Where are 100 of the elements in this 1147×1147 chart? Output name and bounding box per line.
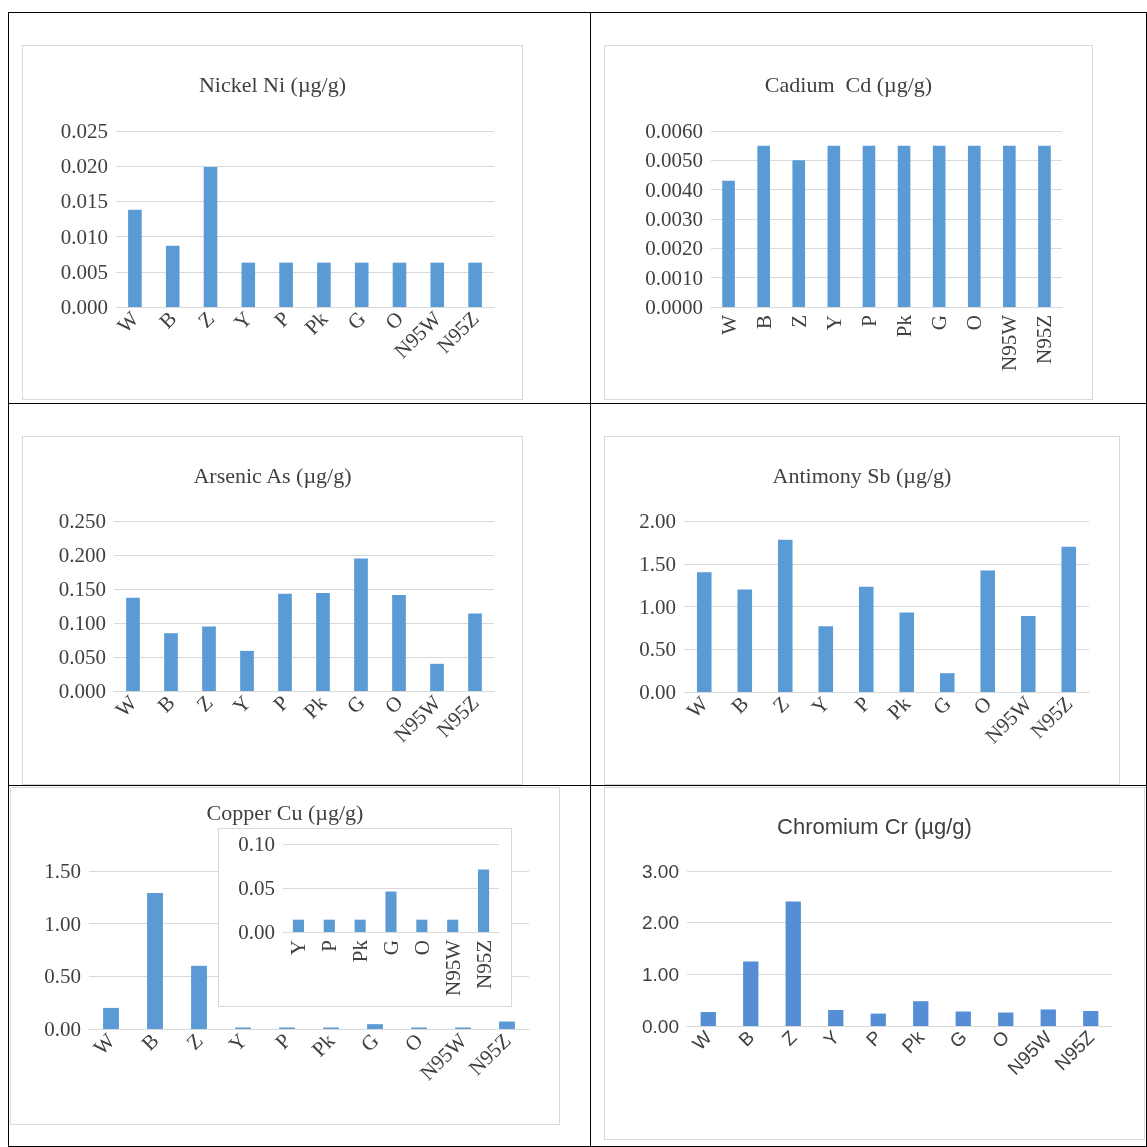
bar (777, 539, 793, 692)
bar (147, 893, 163, 1029)
y-tick-label: 0.0030 (645, 207, 703, 231)
x-tick-label: Z (191, 690, 218, 717)
bar (241, 262, 256, 307)
bar (202, 626, 216, 691)
bar (1038, 145, 1051, 307)
x-tick-label: W (716, 314, 741, 335)
bar (899, 612, 915, 692)
x-tick-label: G (341, 690, 370, 719)
y-tick-label: 1.50 (44, 859, 81, 883)
y-tick-label: 0.0050 (645, 148, 703, 173)
bar (430, 663, 444, 691)
x-tick-label: N95Z (1032, 315, 1057, 364)
y-tick-label: 0.0000 (645, 295, 703, 319)
x-tick-label: Pk (306, 1028, 340, 1062)
bar (955, 1011, 971, 1026)
bar (128, 209, 142, 307)
x-tick-label: Y (806, 691, 835, 720)
x-tick-label: Pk (298, 690, 332, 724)
x-tick-label: P (849, 691, 875, 717)
bar (279, 262, 293, 307)
bar (858, 586, 874, 692)
x-tick-label: Pk (892, 314, 917, 338)
x-tick-label: P (268, 690, 294, 716)
y-tick-label: 0.050 (58, 645, 106, 669)
y-tick-label: 0.010 (60, 224, 108, 249)
y-tick-label: 0.0060 (645, 119, 703, 143)
bar (468, 613, 482, 691)
x-tick-label: B (136, 1028, 164, 1056)
bar (164, 633, 178, 691)
bar (696, 572, 712, 692)
x-tick-label: Pk (897, 1026, 929, 1058)
bar (499, 1021, 515, 1029)
chart-title: Copper Cu (µg/g) (206, 799, 364, 825)
y-tick-label: 0.000 (58, 679, 106, 703)
bar (1040, 1009, 1056, 1026)
x-tick-label: Pk (299, 306, 333, 340)
x-tick-label: W (110, 690, 142, 722)
bar (240, 650, 254, 691)
y-tick-label: 1.00 (642, 963, 679, 985)
y-tick-label: 3.00 (642, 860, 679, 882)
x-tick-label: W (88, 1028, 120, 1060)
y-tick-label: 0.50 (639, 637, 676, 662)
x-tick-label: Pk (348, 939, 373, 963)
y-tick-label: 1.00 (44, 911, 81, 936)
x-tick-label: Y (819, 1026, 844, 1051)
bar (828, 1009, 844, 1026)
bar (292, 919, 304, 932)
bar (203, 166, 218, 307)
y-tick-label: 0.00 (639, 680, 676, 704)
bar (1003, 145, 1016, 307)
bar (862, 145, 876, 307)
y-tick-label: 0.000 (60, 295, 108, 319)
bar (785, 901, 801, 1026)
bar (367, 1024, 383, 1029)
x-tick-label: W (112, 306, 144, 338)
chart-title: Chromium Cr (µg/g) (777, 813, 972, 839)
y-tick-label: 0.020 (60, 154, 108, 179)
y-tick-label: 0.100 (58, 611, 106, 635)
x-tick-label: W (681, 691, 713, 723)
bar (897, 145, 911, 307)
x-tick-label: P (269, 306, 295, 332)
bar (967, 145, 981, 307)
x-tick-label: Z (767, 691, 794, 718)
x-tick-label: G (355, 1028, 384, 1057)
bar (980, 570, 996, 692)
x-tick-label: B (734, 1026, 759, 1051)
bar (827, 145, 841, 307)
bar (818, 626, 834, 692)
bar (722, 180, 735, 307)
x-tick-label: B (751, 315, 776, 330)
bar (354, 558, 368, 691)
x-tick-label: Z (181, 1028, 208, 1055)
bar (1083, 1011, 1099, 1026)
x-tick-label: P (856, 315, 881, 327)
bar (126, 597, 140, 691)
y-tick-label: 2.00 (642, 912, 679, 934)
y-tick-label: 0.0020 (645, 236, 703, 261)
y-tick-label: 0.10 (238, 832, 275, 856)
x-tick-label: O (962, 315, 987, 331)
bar (316, 593, 330, 691)
y-tick-label: 2.00 (639, 509, 676, 533)
x-tick-label: B (726, 691, 754, 719)
bar (743, 961, 759, 1026)
chart-title: Cadium Cd (µg/g) (764, 71, 933, 97)
y-tick-label: 0.200 (58, 543, 106, 567)
x-tick-label: G (379, 940, 403, 956)
bar (354, 919, 366, 932)
bar (478, 869, 490, 932)
y-tick-label: 0.150 (58, 577, 106, 601)
x-tick-label: Z (786, 315, 811, 328)
x-tick-label: Y (229, 306, 257, 335)
bar (430, 262, 445, 307)
x-tick-label: Y (223, 1028, 252, 1057)
bar (998, 1012, 1014, 1026)
bar (737, 589, 753, 692)
x-tick-label: W (688, 1026, 716, 1055)
x-tick-label: G (927, 315, 952, 331)
y-tick-label: 0.00 (642, 1015, 679, 1037)
